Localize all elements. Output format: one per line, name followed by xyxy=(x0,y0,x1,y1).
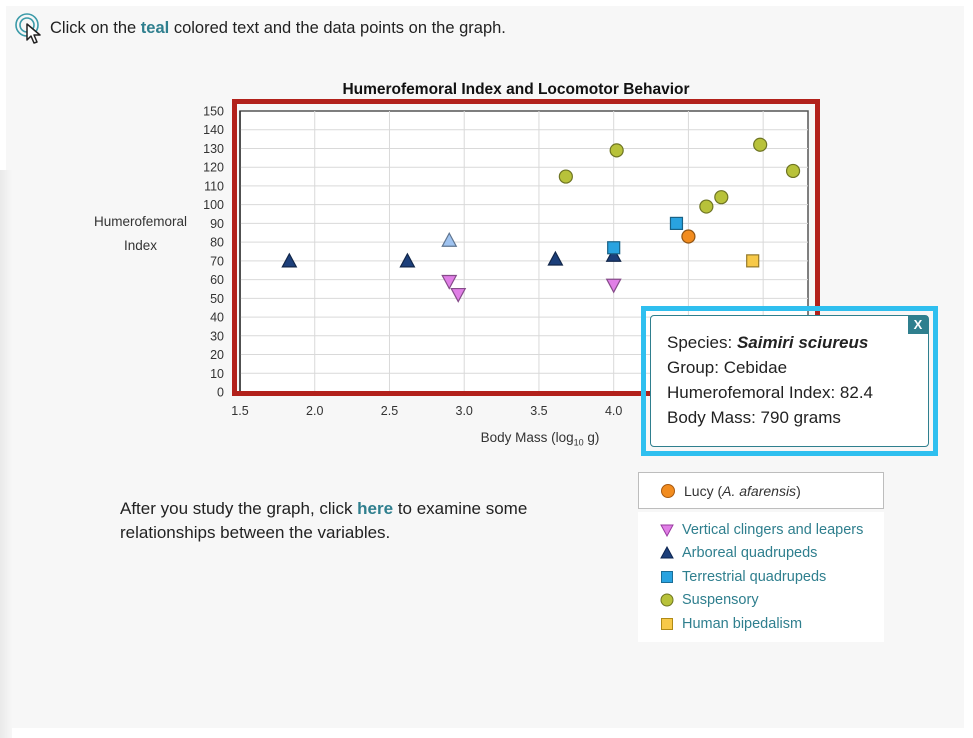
y-tick-label: 130 xyxy=(203,142,224,156)
x-tick-label: 2.0 xyxy=(306,404,323,418)
y-tick-label: 90 xyxy=(210,217,224,231)
data-point[interactable] xyxy=(558,169,573,184)
y-axis-label: Humerofemoral Index xyxy=(93,214,188,253)
data-point[interactable] xyxy=(746,254,760,268)
orange-circle-icon xyxy=(661,483,675,498)
y-tick-label: 110 xyxy=(204,179,224,193)
data-point[interactable] xyxy=(681,229,696,244)
x-tick-label: 2.5 xyxy=(381,404,398,418)
y-tick-label: 140 xyxy=(203,123,224,137)
data-point[interactable] xyxy=(785,163,801,179)
data-point[interactable] xyxy=(605,246,622,262)
x-tick-label: 3.5 xyxy=(530,404,547,418)
popup-index: Humerofemoral Index: 82.4 xyxy=(667,383,873,402)
y-tick-label: 10 xyxy=(210,367,224,381)
click-cursor-icon xyxy=(15,13,41,44)
legend: Vertical clingers and leapers Arboreal q… xyxy=(638,512,884,642)
data-point[interactable] xyxy=(450,287,467,303)
data-point[interactable] xyxy=(441,231,458,247)
y-tick-label: 60 xyxy=(210,273,224,287)
circle-icon xyxy=(660,593,674,607)
legend-item-terrestrial[interactable]: Terrestrial quadrupeds xyxy=(638,565,884,589)
y-tick-label: 50 xyxy=(210,292,224,306)
top-strip xyxy=(0,0,973,6)
lucy-label: Lucy (A. afarensis) xyxy=(684,482,801,499)
x-tick-label: 1.5 xyxy=(231,404,248,418)
data-point[interactable] xyxy=(547,250,564,266)
chart-title: Humerofemoral Index and Locomotor Behavi… xyxy=(342,81,690,98)
square-icon xyxy=(661,617,673,630)
panel-shadow xyxy=(0,170,12,738)
legend-label: Vertical clingers and leapers xyxy=(682,521,864,538)
instruction-text: Click on the teal colored text and the d… xyxy=(50,18,506,37)
data-point[interactable] xyxy=(607,241,621,255)
data-point[interactable] xyxy=(605,278,622,294)
lucy-legend-item[interactable]: Lucy (A. afarensis) xyxy=(638,472,884,509)
legend-item-suspensory[interactable]: Suspensory xyxy=(638,589,884,613)
data-point-popup: Species: Saimiri sciureus Group: Cebidae… xyxy=(641,306,938,456)
data-point[interactable] xyxy=(399,252,416,268)
y-tick-label: 150 xyxy=(203,105,224,119)
x-tick-label: 3.0 xyxy=(456,404,473,418)
legend-label: Terrestrial quadrupeds xyxy=(682,568,827,585)
data-point[interactable] xyxy=(281,252,298,268)
legend-label: Suspensory xyxy=(682,592,759,609)
x-tick-label: 4.0 xyxy=(605,404,622,418)
y-tick-label: 20 xyxy=(210,348,224,362)
y-tick-label: 80 xyxy=(210,236,224,250)
legend-item-arboreal[interactable]: Arboreal quadrupeds xyxy=(638,542,884,566)
data-point[interactable] xyxy=(714,190,729,205)
triangle-down-icon xyxy=(660,524,674,537)
data-point[interactable] xyxy=(753,137,768,152)
y-tick-label: 100 xyxy=(203,198,224,212)
legend-label: Arboreal quadrupeds xyxy=(682,545,818,562)
data-point[interactable] xyxy=(441,274,458,290)
square-icon xyxy=(661,570,673,583)
y-tick-label: 120 xyxy=(203,161,224,175)
popup-group: Group: Cebidae xyxy=(667,358,788,377)
popup-mass: Body Mass: 790 grams xyxy=(667,408,841,427)
study-instructions: After you study the graph, click here to… xyxy=(120,499,528,542)
data-point[interactable] xyxy=(669,216,684,230)
teal-word: teal xyxy=(140,18,170,37)
y-tick-label: 70 xyxy=(210,254,224,268)
data-point[interactable] xyxy=(699,199,714,214)
legend-label: Human bipedalism xyxy=(682,615,803,632)
instruction-bar: Click on the teal colored text and the d… xyxy=(14,12,506,44)
popup-close-button[interactable]: X xyxy=(908,316,928,334)
y-tick-label: 0 xyxy=(217,386,224,400)
legend-item-human-bipedalism[interactable]: Human bipedalism xyxy=(638,612,884,636)
popup-body: Species: Saimiri sciureus Group: Cebidae… xyxy=(650,315,929,447)
legend-item-vertical-clingers[interactable]: Vertical clingers and leapers xyxy=(638,518,884,542)
y-tick-label: 30 xyxy=(210,329,224,343)
y-tick-label: 40 xyxy=(210,311,224,325)
here-link[interactable]: here xyxy=(357,499,394,518)
x-axis-label: Body Mass (log10 g) xyxy=(480,430,600,448)
data-point[interactable] xyxy=(609,143,624,158)
triangle-up-icon xyxy=(660,546,674,559)
popup-species: Species: Saimiri sciureus xyxy=(667,333,869,352)
